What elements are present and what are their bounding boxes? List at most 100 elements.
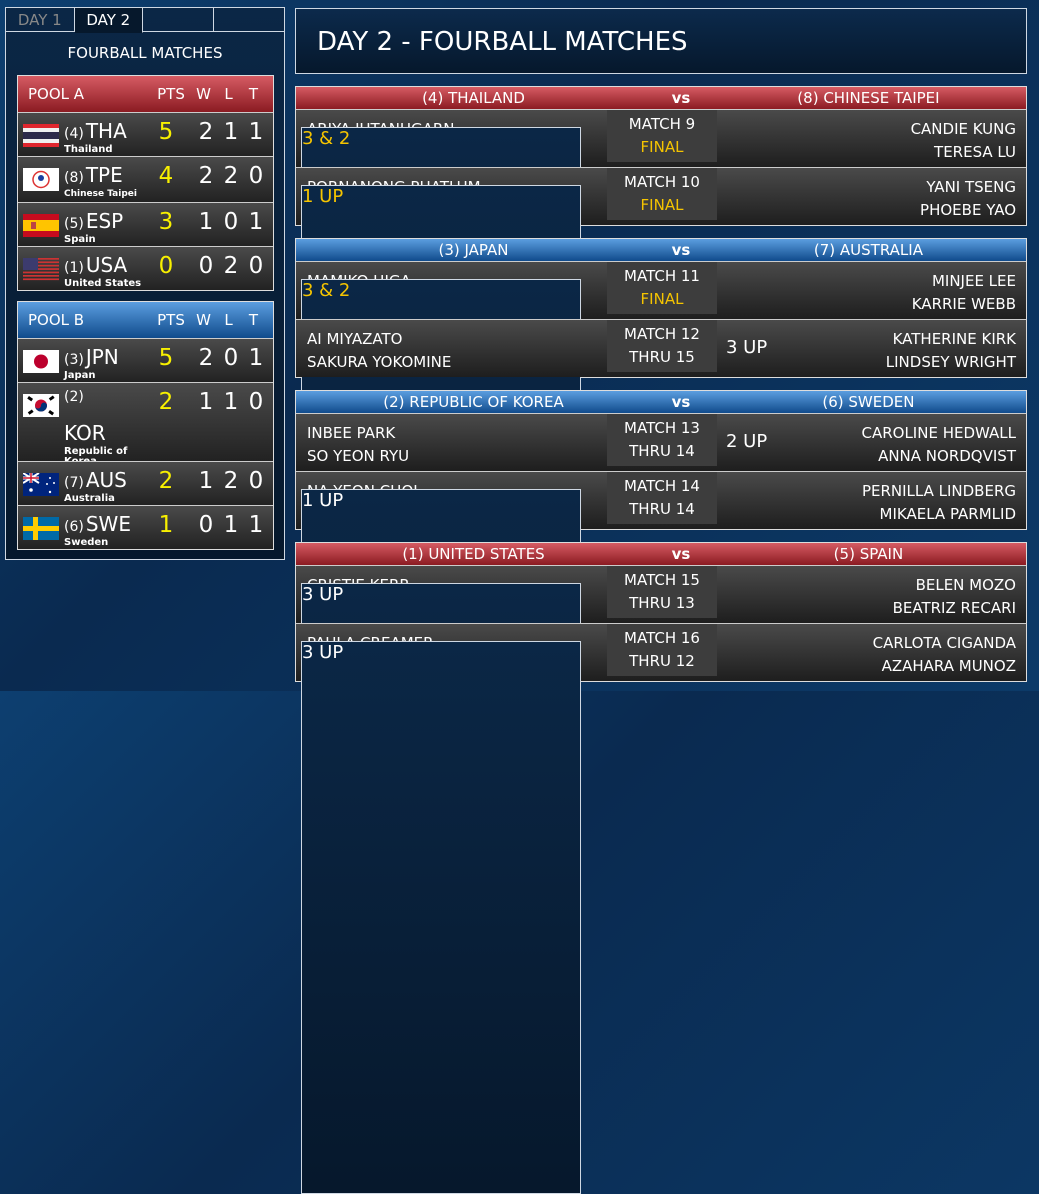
team-country: Japan: [64, 370, 96, 381]
team-b-players: KATHERINE KIRK LINDSEY WRIGHT: [886, 328, 1016, 374]
player-name: CANDIE KUNG: [910, 120, 1016, 138]
team-country: United States: [64, 278, 142, 289]
team-a-name: (2) REPUBLIC OF KOREA: [383, 393, 564, 411]
team-label: (4) THA: [64, 119, 127, 143]
tab-day-1[interactable]: DAY 1: [6, 8, 75, 31]
team-code: SWE: [85, 512, 131, 536]
match-status-box: MATCH 13 THRU 14: [607, 414, 717, 466]
player-name: LINDSEY WRIGHT: [885, 353, 1016, 371]
player-name: KATHERINE KIRK: [892, 330, 1016, 348]
pool-table: POOL A PTS W L T (4) THA Thailand 5 2 1 1 (8) TPE Chin…: [17, 75, 274, 291]
team-b-players: MINJEE LEE KARRIE WEBB: [912, 270, 1016, 316]
matchup-header: (1) UNITED STATES vs (5) SPAIN: [296, 543, 1026, 565]
match-row[interactable]: PORNANONG PHATLUMO. SATTAYABANPHOT1 UPMA…: [296, 167, 1026, 738]
col-pts: PTS: [157, 311, 185, 329]
matchup-header: (2) REPUBLIC OF KOREA vs (6) SWEDEN: [296, 391, 1026, 413]
team-l: 1: [223, 119, 239, 145]
col-l: L: [224, 85, 233, 103]
match-status-box: MATCH 14 THRU 14: [607, 472, 717, 524]
team-seed: (8): [64, 170, 84, 186]
match-status: THRU 14: [629, 442, 695, 460]
match-score: 3 UP: [726, 337, 768, 358]
team-row[interactable]: (1) USA United States 0 0 2 0: [18, 246, 273, 290]
player-name: PHOEBE YAO: [920, 201, 1016, 219]
team-b-players: YANI TSENG PHOEBE YAO: [920, 176, 1016, 222]
team-row[interactable]: (3) JPN Japan 5 2 0 1: [18, 338, 273, 382]
team-t: 1: [248, 345, 264, 371]
team-label: (5) ESP: [64, 209, 123, 233]
match-status-box: MATCH 10 FINAL: [607, 168, 717, 220]
player-name: INBEE PARK: [307, 424, 396, 442]
team-l: 0: [223, 345, 239, 371]
page-title: DAY 2 - FOURBALL MATCHES: [295, 8, 1027, 74]
japan-flag-icon: [23, 350, 59, 373]
col-t: T: [248, 311, 259, 329]
match-row[interactable]: ARIYA JUTANUGARNMORIYA JUTANUGARN3 & 2MA…: [296, 109, 1026, 680]
team-w: 0: [198, 512, 214, 538]
team-l: 0: [223, 209, 239, 235]
team-pts: 4: [158, 163, 174, 189]
col-pts: PTS: [157, 85, 185, 103]
australia-flag-icon: [22, 472, 59, 496]
match-number: MATCH 15: [624, 571, 700, 589]
team-label: (8) TPE: [64, 163, 123, 187]
team-row[interactable]: (8) TPE Chinese Taipei 4 2 2 0: [18, 156, 273, 202]
match-status-box: MATCH 15 THRU 13: [607, 566, 717, 618]
match-score: 2 UP: [726, 431, 768, 452]
tab-empty: [143, 8, 214, 31]
team-country: Thailand: [64, 144, 113, 155]
player-name: PERNILLA LINDBERG: [861, 482, 1016, 500]
match-status: FINAL: [640, 196, 684, 214]
player-name: SAKURA YOKOMINE: [307, 353, 452, 371]
spain-flag-icon: [23, 214, 59, 237]
team-b-name: (7) AUSTRALIA: [813, 241, 923, 259]
team-w: 0: [198, 253, 214, 279]
team-seed: (3): [64, 352, 84, 368]
match-status: FINAL: [640, 138, 684, 156]
korea-flag-icon: [23, 394, 59, 417]
player-name: CARLOTA CIGANDA: [872, 634, 1016, 652]
team-b-name: (8) CHINESE TAIPEI: [797, 89, 940, 107]
team-t: 0: [248, 253, 264, 279]
col-w: W: [196, 85, 211, 103]
team-w: 2: [198, 163, 214, 189]
team-row[interactable]: (6) SWE Sweden 1 0 1 1: [18, 505, 273, 549]
team-a-name: (4) THAILAND: [422, 89, 525, 107]
matchup-header: (3) JAPAN vs (7) AUSTRALIA: [296, 239, 1026, 261]
team-row[interactable]: (4) THA Thailand 5 2 1 1: [18, 112, 273, 156]
team-l: 1: [223, 389, 239, 415]
team-pts: 3: [158, 209, 174, 235]
match-status-box: MATCH 16 THRU 12: [607, 624, 717, 676]
matchup-block: (1) UNITED STATES vs (5) SPAIN CRISTIE KERR…: [295, 542, 1027, 1194]
tab-day-2[interactable]: DAY 2: [74, 8, 144, 33]
team-b-players: CANDIE KUNG TERESA LU: [911, 118, 1016, 164]
match-row[interactable]: INBEE PARK SO YEON RYU 2 UP MATCH 13 THRU 14…: [296, 413, 1026, 471]
matchup-block: (4) THAILAND vs (8) CHINESE TAIPEI ARIYA JU…: [295, 86, 1027, 738]
team-row[interactable]: (7) AUS Australia 2 1 2 0: [18, 461, 273, 505]
thailand-flag-icon: [23, 124, 59, 147]
match-status-box: MATCH 9 FINAL: [607, 110, 717, 162]
player-name: SO YEON RYU: [307, 447, 410, 465]
team-row[interactable]: (5) ESP Spain 3 1 0 1: [18, 202, 273, 246]
team-seed: (2): [64, 389, 84, 405]
match-row[interactable]: AI MIYAZATO SAKURA YOKOMINE 3 UP MATCH 12 TH…: [296, 319, 1026, 377]
col-w: W: [196, 311, 211, 329]
vs-label: vs: [671, 241, 691, 259]
team-pts: 2: [158, 468, 174, 494]
team-seed: (1): [64, 260, 84, 276]
team-w: 1: [198, 468, 214, 494]
team-pts: 2: [158, 389, 174, 415]
team-label: (3) JPN: [64, 345, 119, 369]
sweden-flag-icon: [23, 517, 59, 540]
pool-name: POOL B: [28, 311, 85, 329]
player-name: KARRIE WEBB: [911, 295, 1016, 313]
team-t: 1: [248, 119, 264, 145]
team-t: 0: [248, 468, 264, 494]
team-code: AUS: [85, 468, 127, 492]
pool-header: POOL A PTS W L T: [18, 76, 273, 112]
